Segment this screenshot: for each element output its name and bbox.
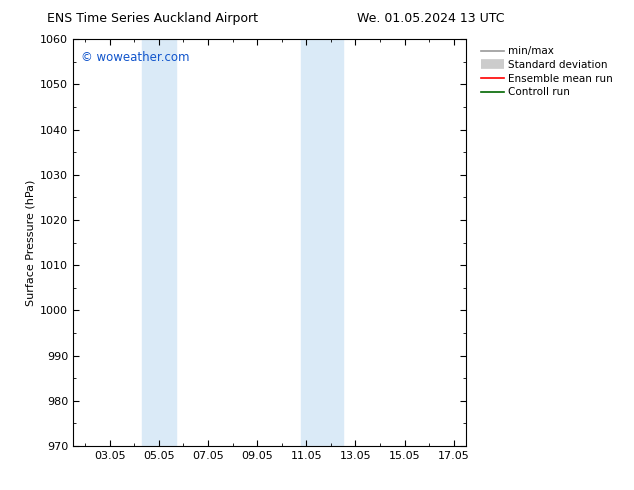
Text: We. 01.05.2024 13 UTC: We. 01.05.2024 13 UTC [358, 12, 505, 25]
Bar [301, 39, 343, 446]
Legend: min/max, Standard deviation, Ensemble mean run, Controll run: min/max, Standard deviation, Ensemble me… [479, 45, 615, 99]
Bar [142, 39, 176, 446]
Text: ENS Time Series Auckland Airport: ENS Time Series Auckland Airport [47, 12, 257, 25]
Y-axis label: Surface Pressure (hPa): Surface Pressure (hPa) [26, 179, 36, 306]
Text: © woweather.com: © woweather.com [81, 51, 190, 64]
